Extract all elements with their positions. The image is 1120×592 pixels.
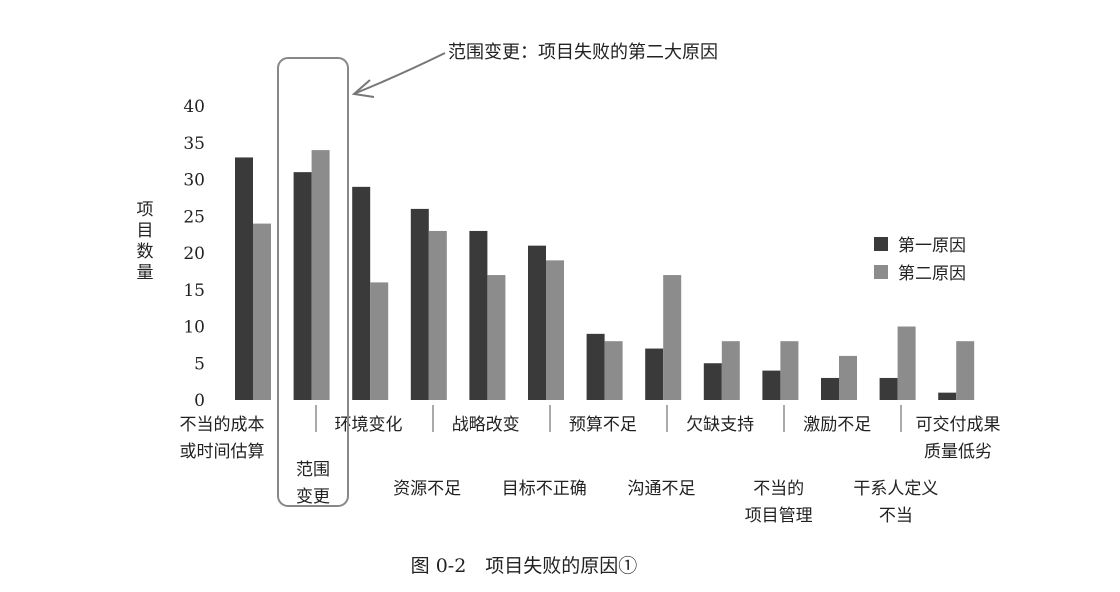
category-label: 激励不足	[803, 415, 871, 435]
y-tick-label: 10	[183, 318, 205, 338]
bar-second-cause	[253, 223, 271, 400]
y-tick-label: 25	[183, 207, 205, 227]
y-tick-label: 0	[194, 391, 205, 411]
legend-swatch-first-cause	[874, 237, 888, 251]
bar-second-cause	[428, 230, 447, 400]
category-label: 可交付成果质量低劣	[916, 415, 1001, 462]
annotation-text: 范围变更：项目失败的第二大原因	[448, 42, 718, 63]
bar-first-cause	[528, 245, 546, 400]
category-label: 干系人定义不当	[853, 479, 938, 526]
bar-second-cause	[780, 341, 799, 400]
highlight-box	[277, 57, 349, 507]
legend-label-first-cause: 第一原因	[898, 236, 966, 256]
bar-first-cause	[352, 186, 371, 400]
bar-second-cause	[839, 355, 857, 400]
category-label: 资源不足	[393, 479, 461, 499]
bar-second-cause	[956, 341, 975, 400]
bar-first-cause	[410, 208, 429, 400]
bar-first-cause	[469, 230, 488, 400]
bar-second-cause	[663, 275, 682, 400]
bar-second-cause	[546, 260, 564, 400]
y-tick-label: 5	[194, 354, 205, 374]
bar-first-cause	[762, 370, 781, 400]
category-label: 范围变更	[296, 460, 330, 507]
y-axis-ticks: 0 5 10 15 20 25 30 35 40	[183, 97, 205, 411]
category-label: 环境变化	[335, 415, 403, 435]
y-tick-label: 35	[183, 134, 205, 154]
annotation-arrow	[351, 52, 446, 98]
bars	[235, 150, 975, 400]
category-label: 不当的成本或时间估算	[180, 415, 265, 462]
category-label: 战略改变	[452, 415, 520, 435]
category-label: 目标不正确	[502, 479, 587, 499]
bar-second-cause	[487, 275, 506, 400]
category-label: 不当的项目管理	[745, 479, 813, 526]
bar-second-cause	[721, 341, 740, 400]
bar-second-cause	[604, 341, 623, 400]
figure-caption: 图 0-2 项目失败的原因①	[411, 555, 638, 577]
bar-first-cause	[879, 377, 898, 400]
legend-swatch-second-cause	[874, 265, 888, 279]
bar-first-cause	[938, 392, 957, 400]
legend-label-second-cause: 第二原因	[898, 264, 966, 284]
bar-second-cause	[311, 150, 330, 400]
bar-second-cause	[370, 282, 389, 400]
bar-first-cause	[703, 363, 722, 400]
bar-first-cause	[586, 333, 605, 400]
bar-first-cause	[821, 377, 839, 400]
y-tick-label: 20	[183, 244, 205, 264]
legend: 第一原因 第二原因	[874, 236, 966, 284]
category-label: 沟通不足	[628, 479, 696, 499]
category-label: 预算不足	[569, 415, 637, 435]
y-tick-label: 30	[183, 171, 205, 191]
bar-first-cause	[235, 157, 253, 400]
y-tick-label: 40	[183, 97, 205, 117]
bar-first-cause	[645, 348, 664, 400]
y-tick-label: 15	[183, 281, 205, 301]
bar-first-cause	[293, 172, 312, 400]
y-axis-label: 项目数量	[137, 200, 154, 283]
category-label: 欠缺支持	[686, 415, 754, 435]
bar-second-cause	[897, 326, 916, 400]
